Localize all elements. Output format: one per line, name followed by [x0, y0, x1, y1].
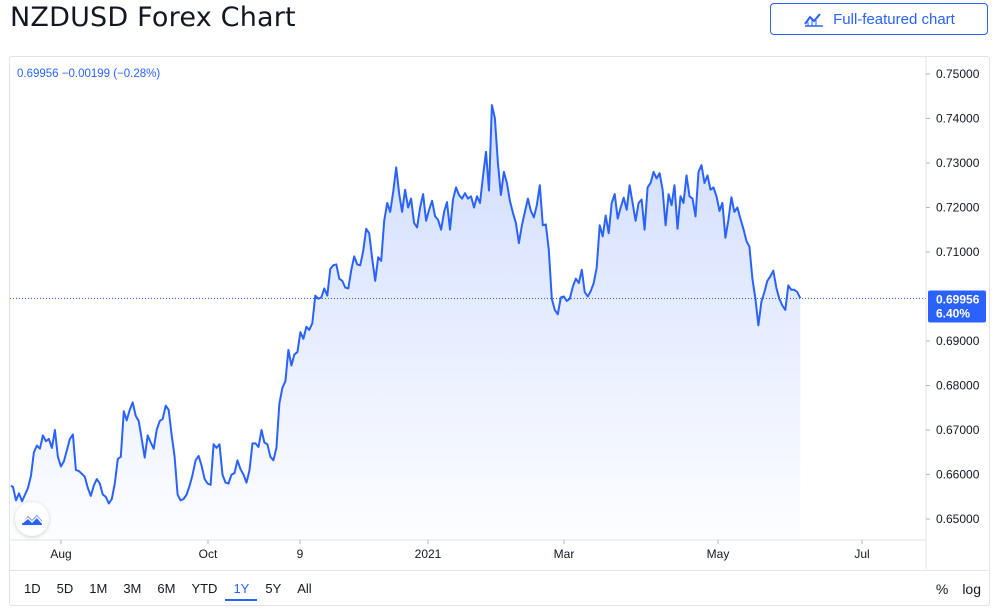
range-ytd[interactable]: YTD	[191, 581, 218, 596]
chart-legend: 0.69956 −0.00199 (−0.28%)	[17, 68, 161, 80]
range-6m[interactable]: 6M	[157, 581, 176, 596]
range-all[interactable]: All	[297, 581, 312, 596]
y-tick-label: 0.72000	[936, 200, 980, 214]
y-tick-label: 0.68000	[936, 379, 980, 393]
tradingview-logo[interactable]	[15, 502, 49, 536]
range-5y[interactable]: 5Y	[265, 581, 282, 596]
bottom-toolbar	[10, 570, 988, 606]
x-tick-label: Mar	[554, 547, 575, 561]
range-5d[interactable]: 5D	[56, 581, 74, 596]
x-tick-label: 2021	[415, 547, 442, 561]
tradingview-logo-icon	[21, 515, 43, 525]
full-featured-chart-button[interactable]: Full-featured chart	[770, 3, 988, 35]
y-tick-label: 0.66000	[936, 468, 980, 482]
time-range-selector: 1D 5D 1M 3M 6M YTD 1Y 5Y All	[16, 579, 320, 601]
range-1d[interactable]: 1D	[24, 581, 41, 596]
y-tick-label: 0.67000	[936, 423, 980, 437]
y-tick-label: 0.73000	[936, 156, 980, 170]
price-series-line	[10, 104, 802, 505]
x-tick-label: Aug	[50, 547, 71, 561]
log-scale-toggle[interactable]: log	[962, 581, 981, 597]
x-tick-label: May	[707, 547, 730, 561]
y-tick-label: 0.74000	[936, 111, 980, 125]
y-tick-label: 0.69000	[936, 334, 980, 348]
last-price-change: 6.40%	[936, 306, 970, 320]
x-tick-label: 9	[297, 547, 304, 561]
last-price-value: 0.69956	[936, 292, 980, 306]
chart-line-icon	[804, 13, 824, 27]
y-tick-label: 0.65000	[936, 512, 980, 526]
range-1m[interactable]: 1M	[89, 581, 108, 596]
x-tick-label: Jul	[854, 547, 869, 561]
percent-scale-toggle[interactable]: %	[935, 581, 949, 597]
full-featured-chart-label: Full-featured chart	[833, 10, 955, 28]
range-1y[interactable]: 1Y	[225, 579, 258, 601]
price-area-fill	[11, 105, 801, 540]
chart-widget	[9, 56, 990, 606]
page-title: NZDUSD Forex Chart	[10, 2, 296, 33]
y-tick-label: 0.71000	[936, 245, 980, 259]
y-tick-label: 0.75000	[936, 67, 980, 81]
scale-tools: % log	[936, 579, 981, 599]
range-3m[interactable]: 3M	[123, 581, 142, 596]
x-tick-label: Oct	[199, 547, 218, 561]
last-price-badge	[928, 290, 986, 323]
